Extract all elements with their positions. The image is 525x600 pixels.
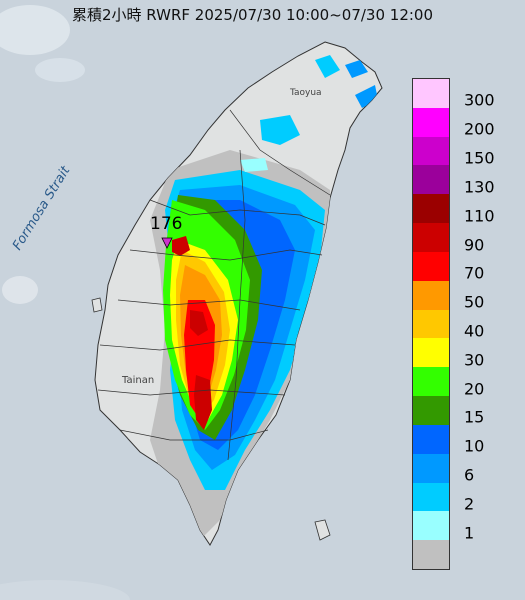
- peak-marker: [161, 237, 173, 249]
- legend-label: 10: [464, 436, 485, 456]
- legend-label: 200: [464, 119, 495, 139]
- legend-swatch: [413, 223, 449, 253]
- legend-label: 15: [464, 407, 485, 427]
- legend-label: 150: [464, 148, 495, 168]
- legend-label: 40: [464, 321, 485, 341]
- legend-label: 90: [464, 235, 485, 255]
- legend-label: 20: [464, 379, 485, 399]
- penghu-island: [91, 297, 103, 313]
- legend-label: 6: [464, 465, 475, 485]
- legend-swatch: [413, 165, 449, 195]
- taoyuan-label: Taoyua: [290, 88, 322, 98]
- map-title: 累積2小時 RWRF 2025/07/30 10:00~07/30 12:00: [72, 6, 434, 24]
- legend-swatch: [413, 540, 449, 570]
- legend-swatch: [413, 338, 449, 368]
- peak-value-label: 176: [150, 214, 183, 234]
- green-island: [314, 519, 331, 541]
- legend-labels: 300 200 150 130 110 90 70 50 40 30 20 15 10 6 2 1: [452, 78, 522, 568]
- legend-swatch: [413, 424, 449, 455]
- legend-label: 50: [464, 292, 485, 312]
- legend-swatch: [413, 136, 449, 166]
- legend-label: 110: [464, 206, 495, 226]
- legend-label: 1: [464, 523, 475, 543]
- legend-label: 30: [464, 350, 485, 370]
- legend-swatch: [413, 453, 449, 484]
- legend-swatch: [413, 482, 449, 512]
- tainan-label: Tainan: [122, 375, 155, 386]
- legend-label: 2: [464, 494, 475, 514]
- legend-label: 130: [464, 177, 495, 197]
- legend-swatch: [413, 194, 449, 224]
- legend-swatch: [413, 107, 449, 138]
- legend-swatch: [413, 79, 449, 109]
- legend-swatch: [413, 251, 449, 282]
- legend-label: 300: [464, 90, 495, 110]
- legend-swatch: [413, 309, 449, 339]
- legend-label: 70: [464, 263, 485, 283]
- legend-colorbar: [412, 78, 450, 570]
- county-boundaries: [97, 109, 331, 461]
- legend-swatch: [413, 511, 449, 541]
- legend-swatch: [413, 367, 449, 397]
- legend-swatch: [413, 280, 449, 311]
- legend-swatch: [413, 396, 449, 426]
